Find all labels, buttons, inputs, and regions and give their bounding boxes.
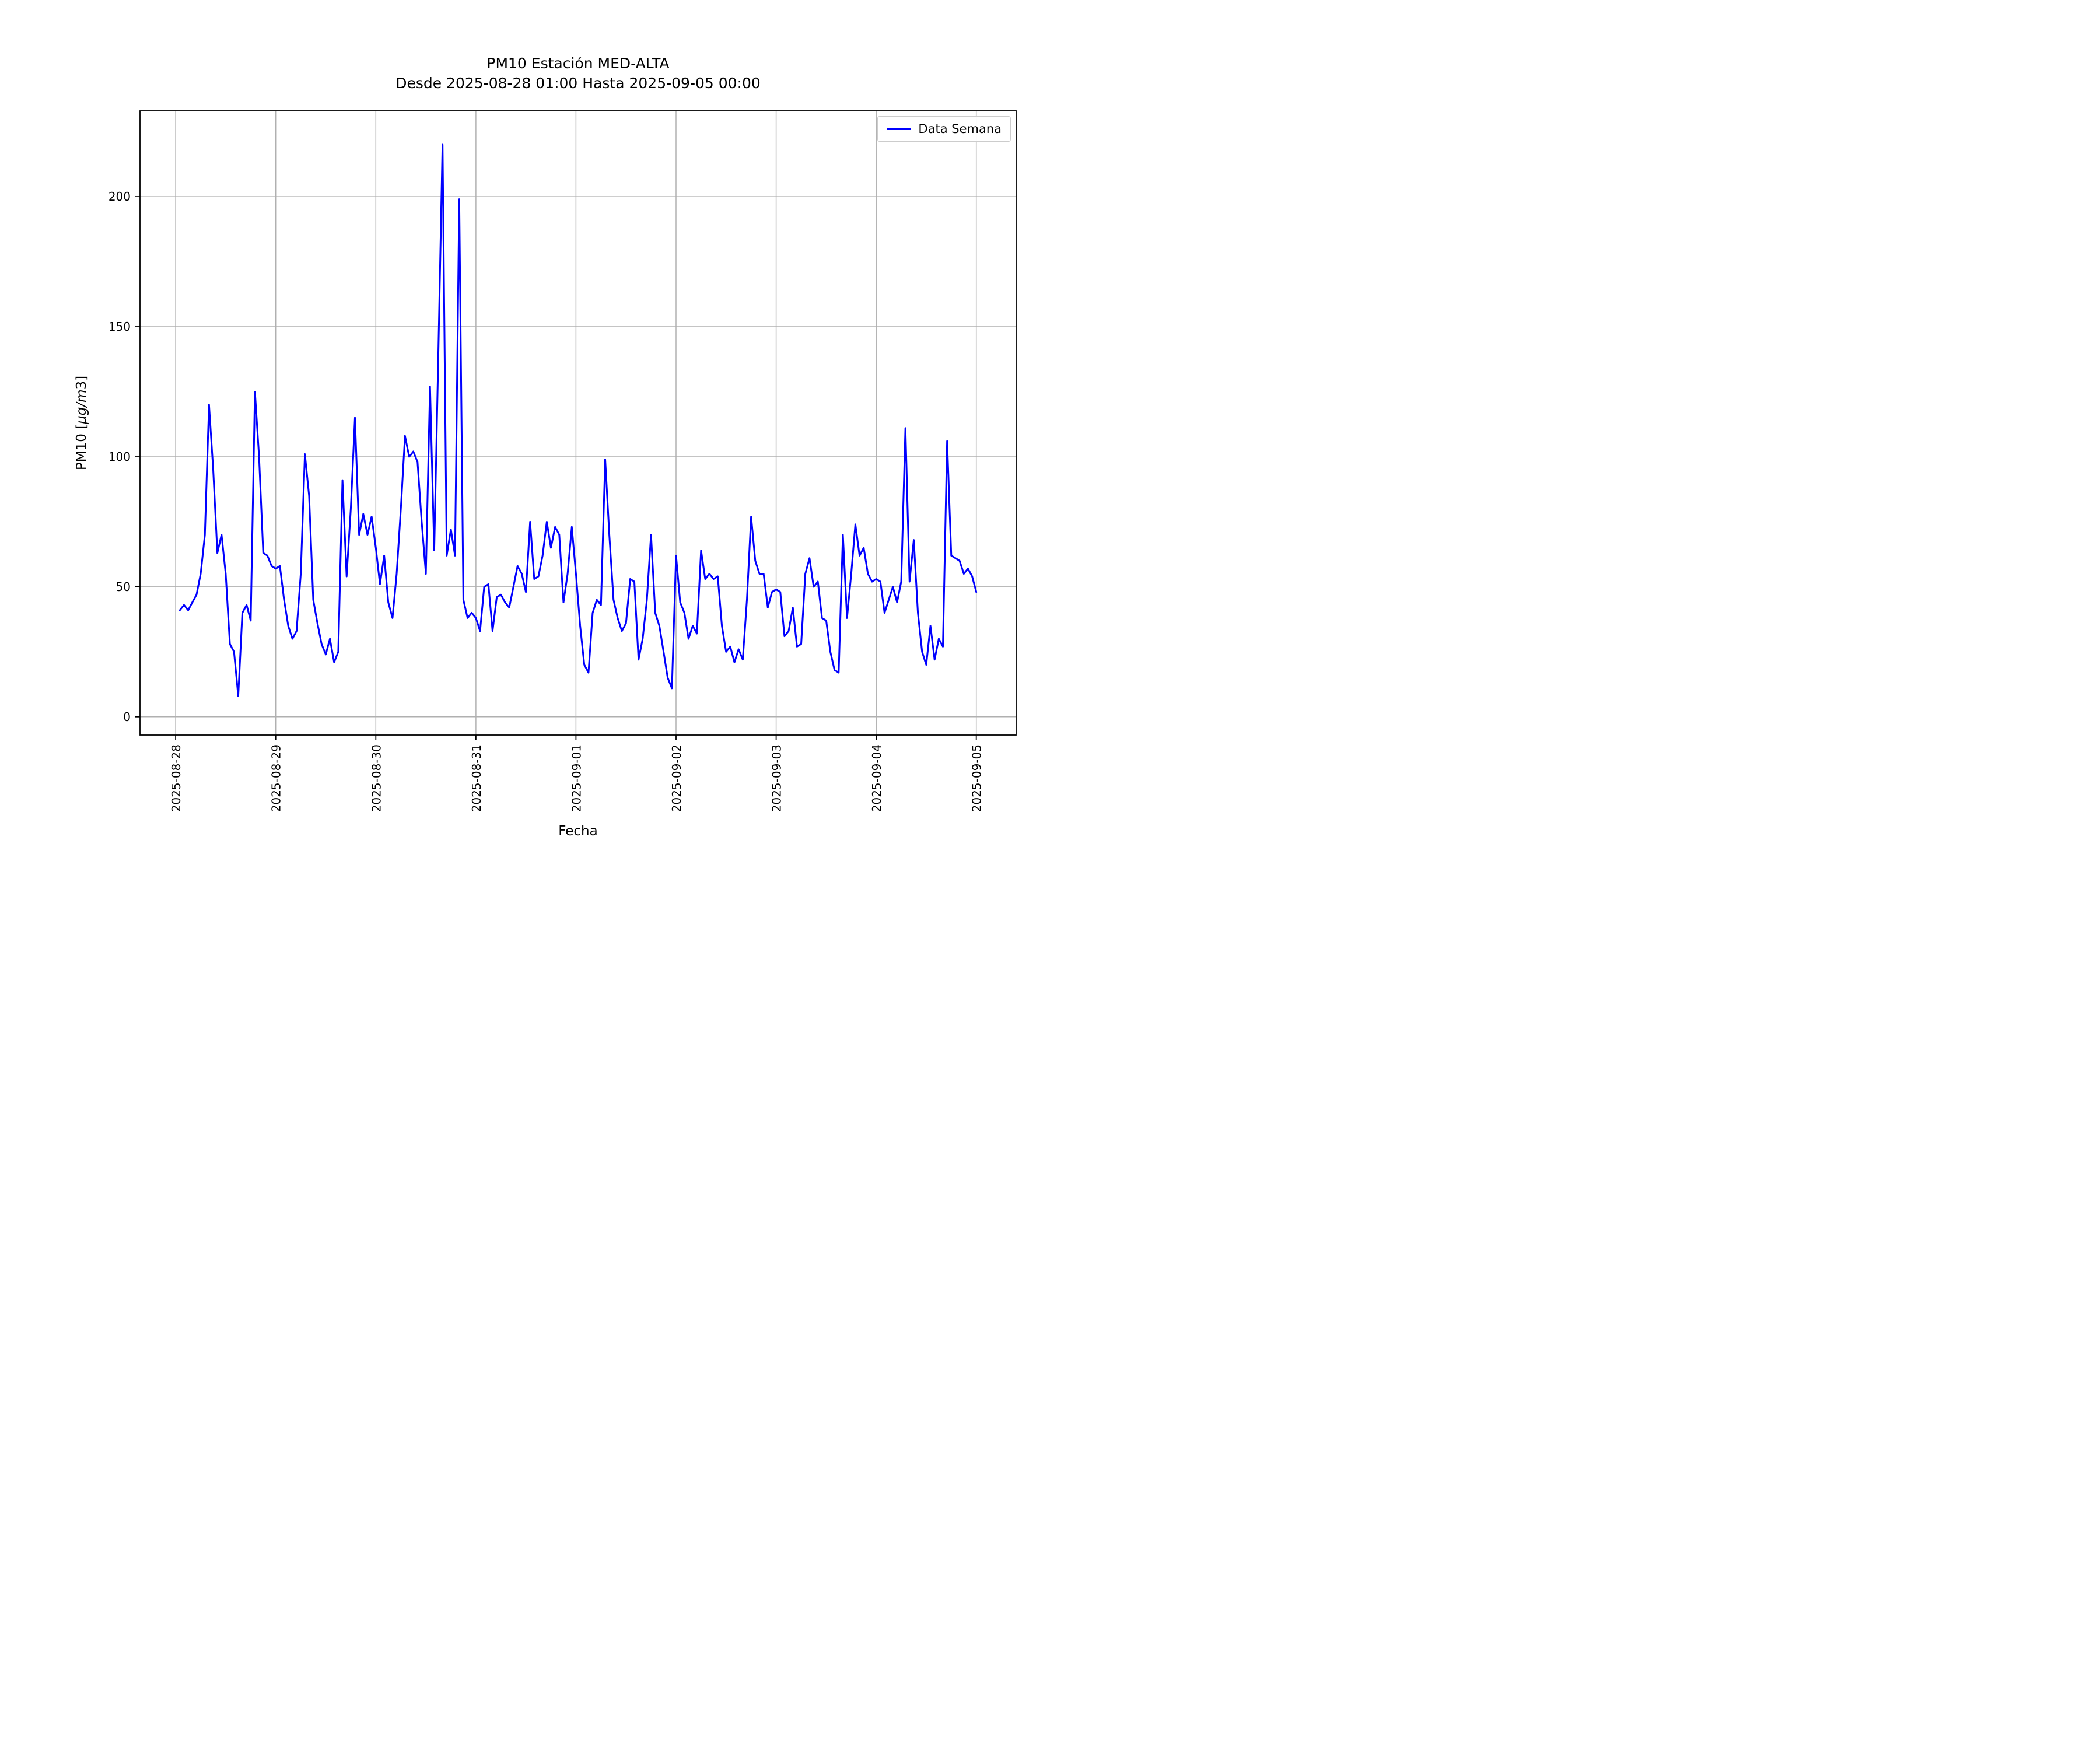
legend-label: Data Semana: [918, 122, 1002, 136]
legend-line-swatch: [887, 128, 912, 130]
svg-text:2025-08-30: 2025-08-30: [369, 744, 383, 812]
y-axis-label-text: PM10 [: [74, 424, 89, 471]
chart-title-line2: Desde 2025-08-28 01:00 Hasta 2025-09-05 …: [396, 75, 761, 92]
svg-text:2025-09-03: 2025-09-03: [770, 744, 784, 812]
svg-text:2025-09-01: 2025-09-01: [569, 744, 583, 812]
y-axis-label: PM10 [μg/m3]: [74, 376, 89, 470]
chart-title-line1: PM10 Estación MED-ALTA: [487, 55, 670, 72]
svg-text:200: 200: [108, 190, 131, 204]
svg-text:2025-08-28: 2025-08-28: [169, 744, 183, 812]
x-axis-label: Fecha: [558, 824, 598, 839]
plot-area: 2025-08-28 2025-08-29 2025-08-30 2025-08-31…: [0, 0, 1050, 875]
svg-text:150: 150: [108, 320, 131, 334]
svg-text:100: 100: [108, 450, 131, 464]
svg-text:2025-09-02: 2025-09-02: [670, 744, 684, 812]
y-axis-label-units: μg/m: [74, 389, 89, 424]
figure: 2025-08-28 2025-08-29 2025-08-30 2025-08-31…: [0, 0, 1050, 875]
svg-text:2025-08-31: 2025-08-31: [470, 744, 484, 812]
svg-text:2025-08-29: 2025-08-29: [270, 744, 284, 812]
svg-text:0: 0: [123, 710, 131, 724]
chart-title: PM10 Estación MED-ALTA Desde 2025-08-28 …: [140, 54, 1016, 93]
y-axis-label-close: 3]: [74, 375, 89, 390]
legend: Data Semana: [877, 116, 1011, 142]
svg-text:50: 50: [116, 580, 131, 594]
svg-text:2025-09-04: 2025-09-04: [870, 744, 884, 812]
svg-text:2025-09-05: 2025-09-05: [970, 744, 984, 812]
